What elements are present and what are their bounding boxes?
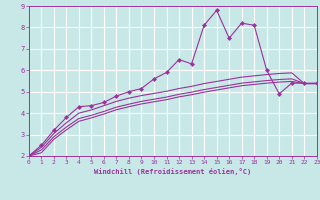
X-axis label: Windchill (Refroidissement éolien,°C): Windchill (Refroidissement éolien,°C) bbox=[94, 168, 252, 175]
